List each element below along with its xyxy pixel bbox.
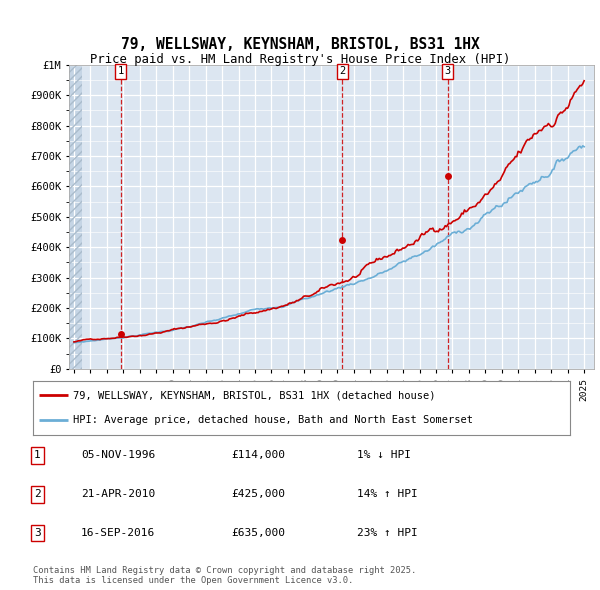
Text: £635,000: £635,000 — [231, 529, 285, 538]
Text: Contains HM Land Registry data © Crown copyright and database right 2025.
This d: Contains HM Land Registry data © Crown c… — [33, 566, 416, 585]
Text: 14% ↑ HPI: 14% ↑ HPI — [357, 490, 418, 499]
Text: 2: 2 — [34, 490, 41, 499]
Text: 79, WELLSWAY, KEYNSHAM, BRISTOL, BS31 1HX (detached house): 79, WELLSWAY, KEYNSHAM, BRISTOL, BS31 1H… — [73, 391, 436, 401]
Text: HPI: Average price, detached house, Bath and North East Somerset: HPI: Average price, detached house, Bath… — [73, 415, 473, 425]
Text: £114,000: £114,000 — [231, 451, 285, 460]
Text: 3: 3 — [445, 67, 451, 77]
Text: Price paid vs. HM Land Registry's House Price Index (HPI): Price paid vs. HM Land Registry's House … — [90, 53, 510, 66]
Text: 16-SEP-2016: 16-SEP-2016 — [81, 529, 155, 538]
Text: 1: 1 — [118, 67, 124, 77]
Text: 23% ↑ HPI: 23% ↑ HPI — [357, 529, 418, 538]
Text: 1: 1 — [34, 451, 41, 460]
Text: 79, WELLSWAY, KEYNSHAM, BRISTOL, BS31 1HX: 79, WELLSWAY, KEYNSHAM, BRISTOL, BS31 1H… — [121, 37, 479, 52]
Bar — [69, 65, 82, 369]
Text: £425,000: £425,000 — [231, 490, 285, 499]
Text: 3: 3 — [34, 529, 41, 538]
Text: 21-APR-2010: 21-APR-2010 — [81, 490, 155, 499]
Bar — [69, 65, 82, 369]
Text: 1% ↓ HPI: 1% ↓ HPI — [357, 451, 411, 460]
Text: 2: 2 — [339, 67, 346, 77]
Text: 05-NOV-1996: 05-NOV-1996 — [81, 451, 155, 460]
